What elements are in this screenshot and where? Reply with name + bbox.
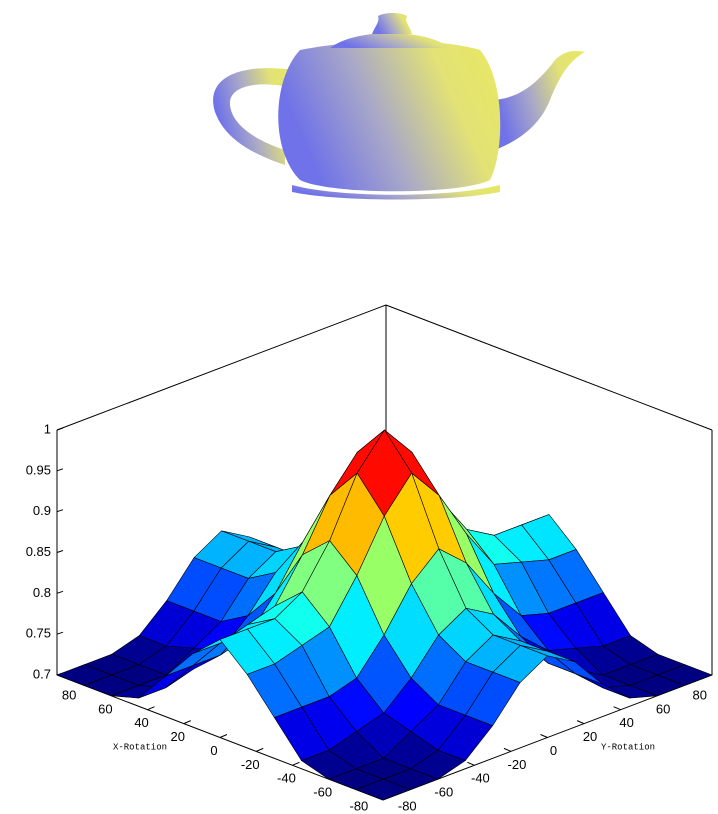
z-tick [56, 631, 64, 635]
z-tick [56, 468, 64, 472]
y-tick-label: -20 [508, 757, 527, 772]
z-tick [56, 590, 64, 594]
x-tick [183, 720, 191, 725]
teapot [213, 13, 585, 200]
y-tick [467, 761, 475, 766]
z-tick-label: 0.95 [26, 462, 51, 477]
z-tick-label: 0.85 [26, 544, 51, 559]
y-tick-label: 80 [692, 687, 706, 702]
z-tick-label: 0.9 [33, 503, 51, 518]
y-tick [613, 706, 621, 711]
z-tick-label: 1 [44, 421, 51, 436]
y-tick-label: 60 [656, 701, 670, 716]
x-tick [219, 734, 228, 738]
plot-area: 0.7 0.75 0.8 0.85 0.9 0.95 1 -80 -60 -40 -20 0 20 40 6… [26, 304, 713, 813]
x-tick-label: -80 [349, 798, 368, 813]
y-axis-label: Y-Rotation [601, 742, 655, 752]
z-tick [56, 509, 64, 513]
y-tick-label: -60 [434, 785, 453, 800]
y-tick [503, 747, 512, 752]
y-tick-label: -80 [398, 798, 417, 813]
box-edge [385, 304, 713, 431]
x-tick [256, 747, 264, 752]
x-tick [147, 706, 155, 711]
x-tick [292, 761, 300, 766]
box-edge [56, 304, 387, 431]
x-tick-label: -20 [241, 757, 260, 772]
x-axis-label: X-Rotation [113, 742, 167, 752]
x-tick-label: 40 [134, 715, 148, 730]
y-tick-label: 40 [619, 715, 633, 730]
z-tick-label: 0.75 [26, 626, 51, 641]
x-tick-label: -60 [313, 785, 332, 800]
y-tick-label: -40 [471, 771, 490, 786]
z-tick [56, 427, 64, 431]
y-tick [576, 720, 585, 725]
y-tick-label: 0 [550, 743, 557, 758]
z-tick-label: 0.7 [33, 666, 51, 681]
y-tick [540, 734, 548, 738]
x-tick-label: 80 [62, 687, 76, 702]
z-tick-label: 0.8 [33, 585, 51, 600]
surface-facet [354, 778, 412, 801]
x-tick-label: -40 [277, 771, 296, 786]
z-tick [56, 550, 64, 553]
x-tick-label: 0 [210, 743, 217, 758]
x-tick-label: 60 [98, 701, 112, 716]
x-tick-label: 20 [171, 729, 185, 744]
y-tick-label: 20 [583, 729, 597, 744]
